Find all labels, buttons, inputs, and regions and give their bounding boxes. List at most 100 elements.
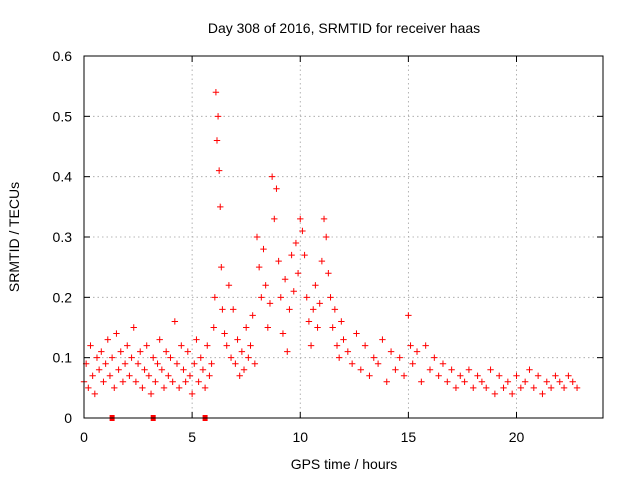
data-point <box>338 318 345 325</box>
data-point <box>560 384 568 392</box>
data-point <box>117 348 124 355</box>
data-point <box>171 318 179 325</box>
data-point <box>158 366 166 373</box>
grid-layer <box>84 56 603 418</box>
data-point <box>426 366 434 373</box>
data-point <box>223 342 230 349</box>
data-point <box>366 372 373 379</box>
data-point <box>253 233 261 241</box>
data-point <box>219 306 226 313</box>
y-tick-label: 0 <box>64 410 72 426</box>
data-point <box>242 324 250 331</box>
data-point <box>165 372 172 379</box>
data-point <box>491 390 499 398</box>
data-point <box>307 342 315 349</box>
data-point <box>195 378 202 385</box>
data-point <box>496 372 503 379</box>
data-point <box>331 306 339 313</box>
data-point <box>301 251 308 259</box>
data-point <box>530 384 537 392</box>
x-tick-label: 5 <box>188 429 196 445</box>
data-point <box>457 372 464 379</box>
data-point <box>111 384 118 392</box>
data-point <box>405 312 412 319</box>
data-point <box>474 372 481 379</box>
data-point <box>413 348 421 355</box>
data-point <box>199 366 207 373</box>
data-point <box>188 390 196 398</box>
data-point <box>212 89 220 96</box>
data-point <box>288 251 295 259</box>
data-point <box>102 360 109 367</box>
data-point <box>348 360 356 367</box>
data-point <box>175 384 183 392</box>
data-point <box>370 354 377 361</box>
data-point <box>240 366 248 373</box>
data-point <box>91 390 99 398</box>
data-point <box>152 378 159 385</box>
data-point <box>225 282 233 289</box>
y-tick-label: 0.6 <box>53 48 73 64</box>
data-point <box>383 378 390 385</box>
data-point <box>379 336 386 343</box>
data-point <box>407 342 414 349</box>
data-point <box>147 390 155 398</box>
data-point <box>232 360 239 367</box>
data-point <box>191 360 198 367</box>
data-point <box>154 360 161 367</box>
data-point <box>281 276 289 283</box>
data-point <box>93 354 101 361</box>
data-point <box>396 354 403 361</box>
data-point <box>271 215 278 223</box>
data-point <box>213 137 221 144</box>
chart-title: Day 308 of 2016, SRMTID for receiver haa… <box>208 20 480 36</box>
data-point <box>299 227 306 235</box>
data-point <box>128 354 135 361</box>
data-point <box>452 384 460 392</box>
data-point <box>143 342 150 349</box>
data-point <box>167 354 174 361</box>
data-point <box>210 324 217 331</box>
data-point <box>162 348 170 355</box>
data-point <box>255 263 263 271</box>
y-tick-label: 0.2 <box>53 289 73 305</box>
data-point <box>526 366 533 373</box>
data-point <box>325 270 332 277</box>
data-point <box>290 288 297 295</box>
data-point <box>100 378 107 385</box>
data-point <box>182 378 189 385</box>
plot-frame <box>83 55 604 419</box>
data-point <box>215 167 223 174</box>
data-point <box>262 282 269 289</box>
data-point <box>119 378 127 385</box>
data-point <box>206 372 213 379</box>
data-point <box>335 354 343 361</box>
y-tick-label: 0.5 <box>53 108 73 124</box>
data-point <box>361 342 369 349</box>
data-point <box>211 294 219 301</box>
data-point <box>234 336 241 343</box>
data-point <box>208 360 215 367</box>
data-point <box>87 342 94 349</box>
data-point <box>266 300 274 307</box>
data-point <box>227 354 235 361</box>
data-point <box>201 384 209 392</box>
data-point <box>115 366 122 373</box>
data-point <box>344 348 352 355</box>
data-point <box>217 203 224 211</box>
data-point <box>197 354 204 361</box>
data-point <box>556 378 563 385</box>
data-point <box>139 384 146 392</box>
data-point <box>106 372 114 379</box>
y-tick-label: 0.4 <box>53 169 73 185</box>
data-point <box>483 384 490 392</box>
data-point <box>247 342 254 349</box>
data-point <box>521 378 529 385</box>
data-point <box>273 185 280 192</box>
data-point <box>124 342 131 349</box>
data-point <box>258 294 265 301</box>
data-point <box>286 306 293 313</box>
data-point <box>310 306 317 313</box>
data-point <box>392 366 399 373</box>
data-point <box>204 342 211 349</box>
